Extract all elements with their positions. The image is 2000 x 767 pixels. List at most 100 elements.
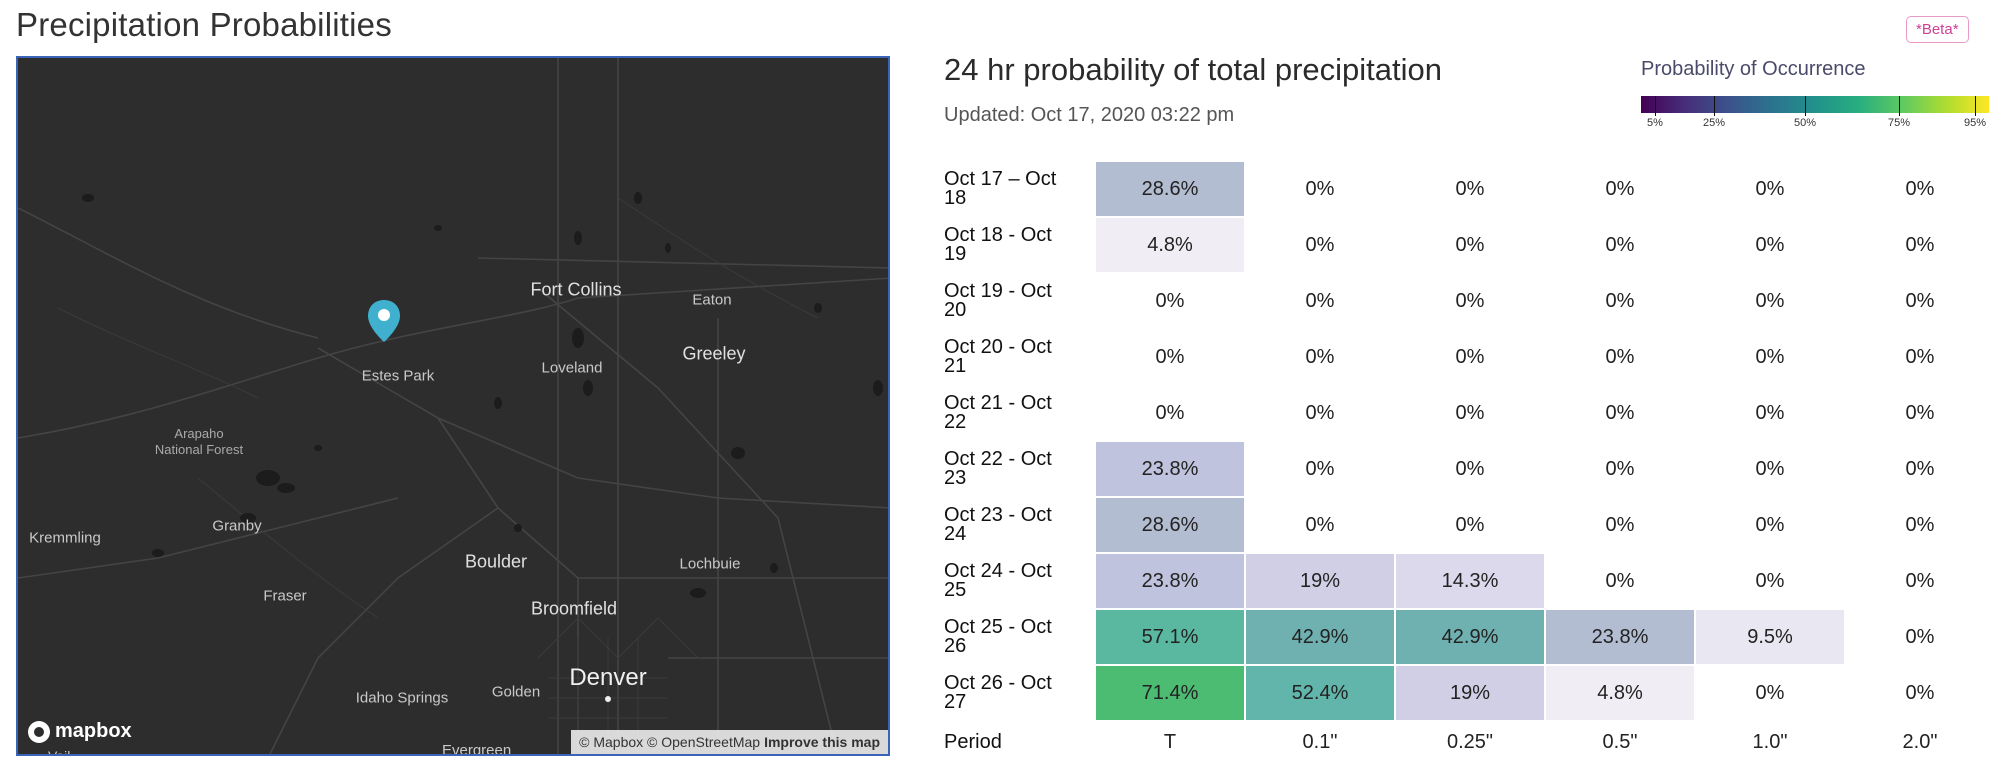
place-arapaho: Arapaho (174, 426, 224, 441)
improve-map-link[interactable]: Improve this map (764, 734, 880, 750)
legend-tick-mark (1714, 96, 1715, 116)
legend-tick-label: 25% (1702, 117, 1726, 129)
table-row: Oct 26 - Oct 27 71.4% 52.4% 19% 4.8% 0% 0% (944, 665, 1996, 722)
legend-tick-label: 75% (1887, 117, 1911, 129)
place-lochbuie: Lochbuie (679, 555, 741, 573)
period-label: Oct 17 – Oct 18 (944, 162, 1096, 218)
table-row: Oct 21 - Oct 22 0% 0% 0% 0% 0% 0% (944, 385, 1996, 442)
probability-cell: 0% (1095, 329, 1246, 386)
probability-cell: 0% (1845, 497, 1996, 554)
probability-cell: 0% (1695, 441, 1846, 498)
period-label-line: Oct 23 - Oct (944, 504, 1052, 526)
place-golden: Golden (491, 683, 541, 701)
place-national-forest: National Forest (154, 442, 244, 457)
threshold-column-header: 2.0" (1845, 721, 1996, 762)
period-label: Oct 24 - Oct 25 (944, 553, 1096, 610)
chart-title: 24 hr probability of total precipitation (944, 52, 1443, 87)
probability-cell: 0% (1845, 441, 1996, 498)
probability-cell: 0% (1695, 162, 1846, 218)
table-row: Oct 17 – Oct 18 28.6% 0% 0% 0% 0% 0% (944, 162, 1996, 218)
probability-cell: 0% (1695, 217, 1846, 274)
probability-cell: 0% (1545, 441, 1696, 498)
legend-tick-mark (1899, 96, 1900, 116)
probability-cell: 28.6% (1095, 497, 1246, 554)
period-label: Oct 20 - Oct 21 (944, 329, 1096, 386)
probability-cell: 0% (1395, 385, 1546, 442)
probability-cell: 0% (1245, 162, 1396, 218)
period-label-line: Oct 26 - Oct (944, 672, 1052, 694)
period-label-line: Oct 19 - Oct (944, 280, 1052, 302)
probability-cell: 0% (1395, 217, 1546, 274)
beta-badge: *Beta* (1906, 16, 1969, 43)
probability-cell: 0% (1245, 441, 1396, 498)
table-footer-row: Period T 0.1" 0.25" 0.5" 1.0" 2.0" (944, 721, 1996, 762)
probability-cell: 0% (1695, 665, 1846, 722)
probability-table: Oct 17 – Oct 18 28.6% 0% 0% 0% 0% 0% Oct 18 - Oc… (944, 162, 1996, 762)
place-evergreen: Evergreen (442, 742, 512, 756)
legend-tick-label: 5% (1647, 117, 1663, 129)
legend-tick-label: 95% (1963, 117, 1987, 129)
probability-cell: 71.4% (1095, 665, 1246, 722)
probability-cell: 52.4% (1245, 665, 1396, 722)
period-label-line: 21 (944, 355, 967, 377)
period-label-line: Oct 22 - Oct (944, 448, 1052, 470)
probability-cell: 23.8% (1095, 553, 1246, 610)
legend-title: Probability of Occurrence (1641, 58, 1866, 80)
period-label-line: 26 (944, 635, 967, 657)
legend-tick-mark (1805, 96, 1806, 116)
period-label: Oct 18 - Oct 19 (944, 217, 1096, 274)
period-label-line: Oct 17 – Oct (944, 168, 1057, 190)
probability-cell: 0% (1245, 273, 1396, 330)
probability-cell: 42.9% (1245, 609, 1396, 666)
table-row: Oct 20 - Oct 21 0% 0% 0% 0% 0% 0% (944, 329, 1996, 386)
period-header: Period (944, 721, 1096, 762)
probability-cell: 0% (1845, 217, 1996, 274)
probability-cell: 28.6% (1095, 162, 1246, 218)
probability-cell: 0% (1845, 553, 1996, 610)
period-label-line: 23 (944, 467, 967, 489)
period-label-line: Oct 25 - Oct (944, 616, 1052, 638)
period-label: Oct 23 - Oct 24 (944, 497, 1096, 554)
place-boulder: Boulder (464, 551, 528, 572)
place-granby: Granby (212, 517, 262, 535)
place-greeley: Greeley (682, 343, 746, 364)
probability-cell: 0% (1695, 385, 1846, 442)
threshold-column-header: 1.0" (1695, 721, 1846, 762)
period-label-line: 24 (944, 523, 967, 545)
place-kremmling: Kremmling (29, 529, 101, 547)
period-label-line: 20 (944, 299, 967, 321)
legend-tick-label: 50% (1793, 117, 1817, 129)
probability-cell: 0% (1845, 329, 1996, 386)
probability-cell: 0% (1845, 609, 1996, 666)
mapbox-logo[interactable]: mapbox (28, 720, 132, 743)
probability-cell: 0% (1545, 162, 1696, 218)
probability-cell: 42.9% (1395, 609, 1546, 666)
probability-cell: 0% (1395, 329, 1546, 386)
page-title: Precipitation Probabilities (16, 6, 392, 43)
place-vail: Vail (48, 748, 71, 756)
period-label-line: Oct 21 - Oct (944, 392, 1052, 414)
period-label: Oct 26 - Oct 27 (944, 665, 1096, 722)
probability-cell: 0% (1695, 553, 1846, 610)
probability-cell: 0% (1395, 273, 1546, 330)
probability-cell: 0% (1545, 553, 1696, 610)
probability-cell: 0% (1245, 497, 1396, 554)
period-label: Oct 21 - Oct 22 (944, 385, 1096, 442)
period-label: Oct 22 - Oct 23 (944, 441, 1096, 498)
period-label: Oct 25 - Oct 26 (944, 609, 1096, 666)
attribution-text: © Mapbox © OpenStreetMap (579, 734, 761, 750)
legend-colorbar (1641, 96, 1989, 113)
probability-cell: 0% (1845, 385, 1996, 442)
place-denver: Denver (569, 664, 647, 691)
place-fort-collins: Fort Collins (530, 279, 622, 300)
location-pin-icon[interactable] (366, 298, 402, 344)
period-label-line: 25 (944, 579, 967, 601)
threshold-column-header: T (1095, 721, 1246, 762)
period-label-line: Oct 24 - Oct (944, 560, 1052, 582)
probability-cell: 0% (1395, 441, 1546, 498)
place-eaton: Eaton (692, 291, 732, 309)
probability-cell: 57.1% (1095, 609, 1246, 666)
map[interactable]: Fort Collins Eaton Greeley Estes Park Lo… (16, 56, 890, 756)
probability-cell: 14.3% (1395, 553, 1546, 610)
probability-cell: 0% (1545, 217, 1696, 274)
